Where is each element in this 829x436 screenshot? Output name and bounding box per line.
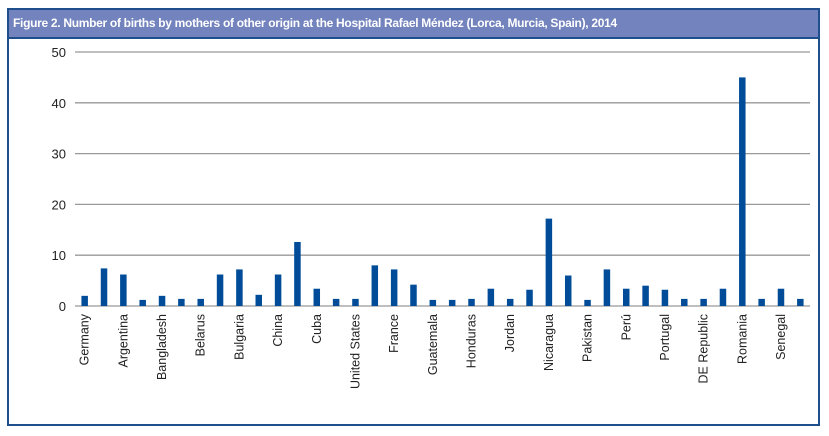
bar (410, 284, 417, 306)
bar (487, 288, 495, 306)
x-tick-label: Portugal (658, 314, 672, 361)
x-tick-label: Pakistan (581, 314, 595, 362)
bar (661, 289, 669, 306)
bar (700, 298, 707, 306)
x-tick-label: Belarus (194, 314, 208, 356)
x-tick-label: Guatemala (426, 314, 440, 375)
x-tick-label: Argentina (116, 314, 130, 368)
bar (236, 269, 243, 306)
bar (158, 295, 166, 306)
bar (719, 288, 727, 306)
bar (352, 298, 359, 306)
bar (332, 298, 340, 306)
x-tick-label: DE Republic (697, 314, 711, 383)
bar (120, 274, 127, 306)
x-tick-label: Bulgaria (232, 314, 246, 360)
bar (429, 299, 437, 306)
y-tick-label: 20 (52, 197, 66, 212)
figure-frame: Figure 2. Number of births by mothers of… (7, 8, 820, 426)
y-tick-label: 0 (59, 299, 66, 314)
x-tick-label: Bangladesh (155, 314, 169, 380)
chart-title: Figure 2. Number of births by mothers of… (9, 10, 818, 39)
bar (216, 274, 224, 306)
bar (545, 218, 553, 306)
x-tick-label: Germany (78, 313, 92, 365)
y-tick-label: 50 (52, 45, 66, 60)
bar (584, 299, 591, 306)
bar (313, 288, 321, 306)
bar (758, 298, 765, 306)
bar (448, 299, 456, 306)
x-tick-label: China (271, 314, 285, 347)
bar (371, 265, 379, 306)
y-tick-label: 30 (52, 147, 66, 162)
bar (526, 289, 533, 306)
bar (623, 288, 630, 306)
bar (797, 298, 804, 306)
bar (139, 299, 146, 306)
x-tick-label: Jordan (503, 314, 517, 352)
x-tick-label: France (387, 314, 401, 353)
bar (739, 77, 746, 307)
bar (603, 269, 611, 306)
bar (468, 298, 475, 306)
bar (564, 275, 572, 306)
x-tick-label: Senegal (774, 314, 788, 360)
bar (294, 241, 301, 306)
bar (197, 298, 204, 306)
bar (681, 298, 688, 306)
bar (506, 298, 514, 306)
bar (274, 274, 282, 306)
x-tick-label: United States (348, 314, 362, 389)
x-tick-label: Perú (619, 314, 633, 340)
bar (178, 298, 185, 306)
bar (390, 269, 398, 306)
x-tick-label: Honduras (465, 314, 479, 368)
x-tick-label: Cuba (310, 314, 324, 344)
bar (255, 294, 262, 306)
bar (100, 268, 108, 306)
y-tick-label: 40 (52, 96, 66, 111)
x-tick-label: Nicaragua (542, 314, 556, 371)
y-tick-label: 10 (52, 248, 66, 263)
bar (642, 285, 649, 306)
bar (777, 288, 785, 306)
x-tick-label: Romania (735, 314, 749, 364)
bar (81, 295, 88, 306)
